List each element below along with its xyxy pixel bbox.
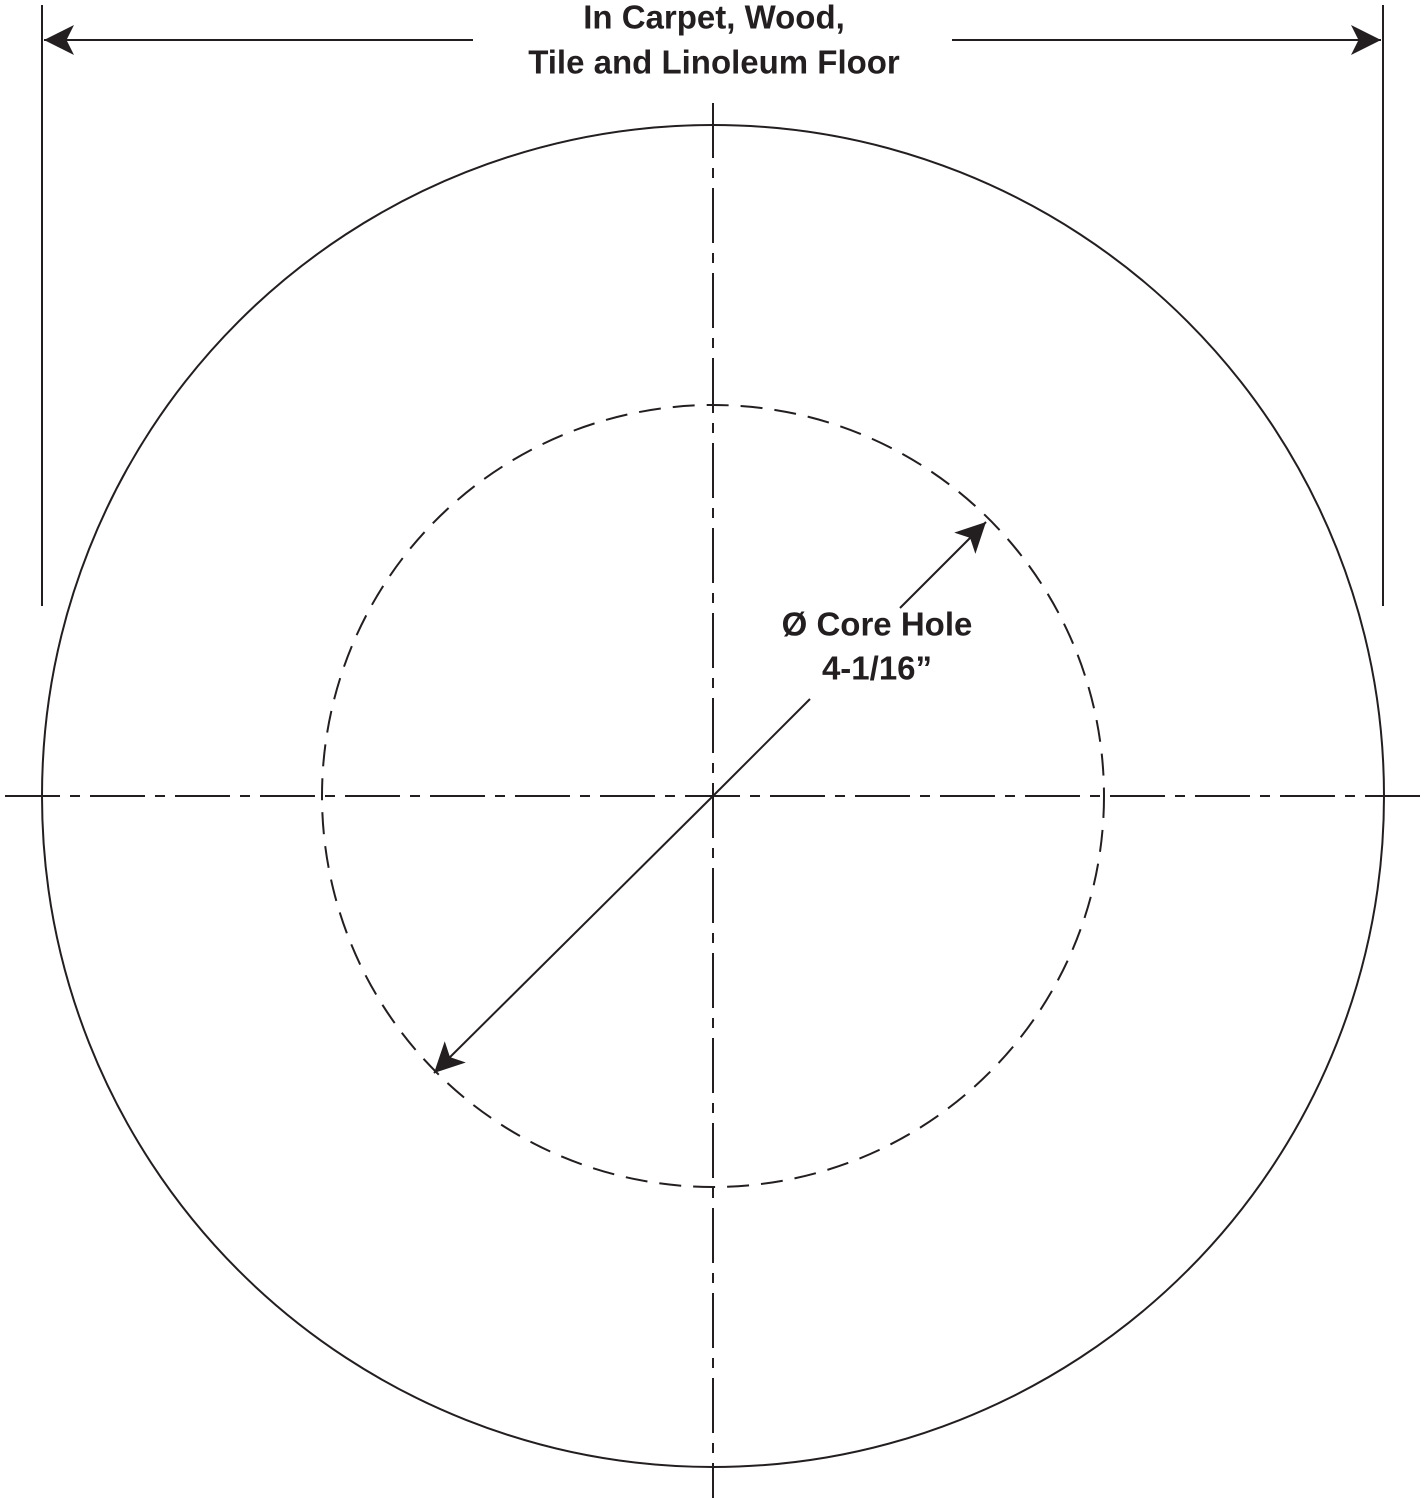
- diameter-arrow: [899, 521, 987, 609]
- diameter-arrow: [712, 698, 811, 797]
- core-hole-label: 4-1/16”: [822, 650, 932, 687]
- width-label: Tile and Linoleum Floor: [528, 44, 900, 81]
- width-label: In Carpet, Wood,: [583, 0, 845, 36]
- diameter-arrow: [433, 795, 714, 1074]
- core-hole-label: Ø Core Hole: [782, 606, 973, 643]
